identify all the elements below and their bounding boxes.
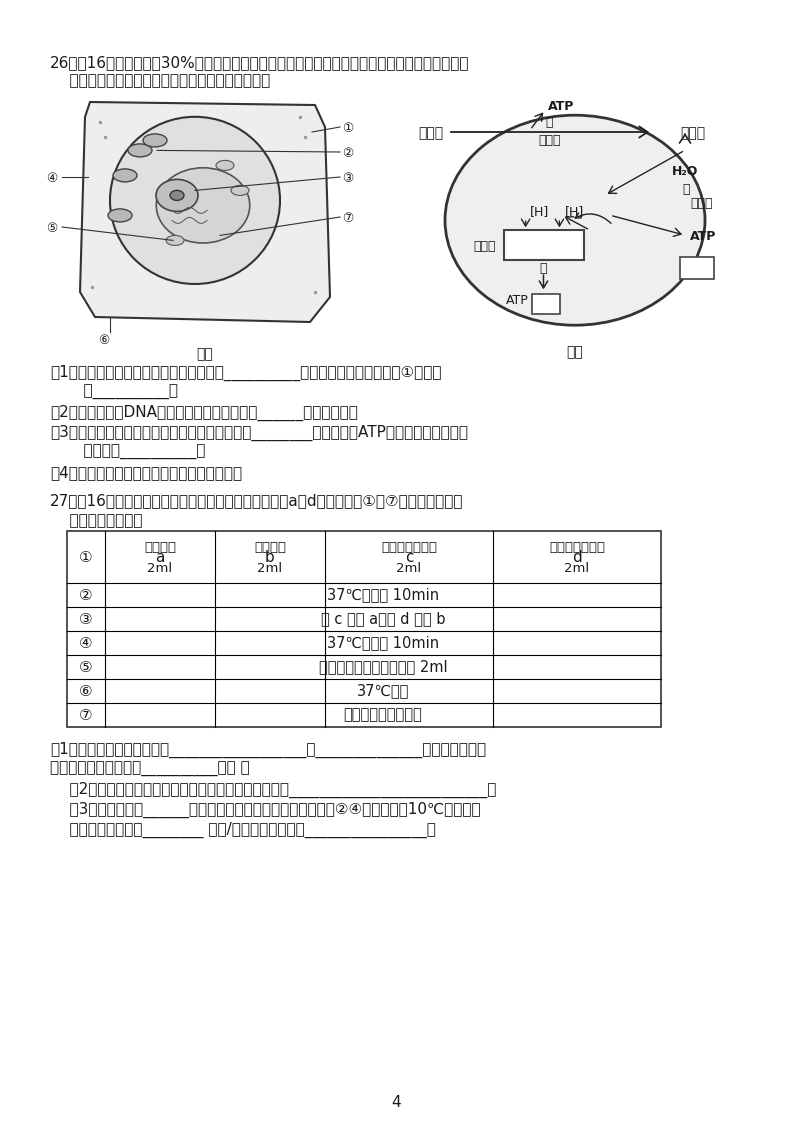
Text: ATP: ATP [505, 294, 528, 307]
Text: （1）图一示意的质壁分离现象与细胞膜和__________这两个膜结构密切相关；①处充满: （1）图一示意的质壁分离现象与细胞膜和__________这两个膜结构密切相关；… [50, 365, 442, 381]
Text: [H]: [H] [565, 205, 584, 218]
Ellipse shape [156, 168, 250, 243]
Text: 26．（16分）图一是在30%的蔗糖溶液中正发生质壁分离的细胞亚显微结构示意图，图二是该细: 26．（16分）图一是在30%的蔗糖溶液中正发生质壁分离的细胞亚显微结构示意图，… [50, 55, 469, 70]
Text: ⑦: ⑦ [342, 212, 353, 226]
Bar [504, 230, 584, 260]
Text: ⑤: ⑤ [46, 222, 57, 234]
Text: d: d [572, 550, 582, 564]
Text: ①: ① [342, 122, 353, 135]
Ellipse shape [113, 169, 137, 182]
Text: 葡萄糖: 葡萄糖 [418, 126, 443, 140]
Text: 唾液淀粉酶溶液: 唾液淀粉酶溶液 [549, 541, 605, 554]
Text: 观察并记录颜色变化: 观察并记录颜色变化 [343, 708, 423, 723]
Text: 胞发生的某种生理过程示意图。请回答下列问题：: 胞发生的某种生理过程示意图。请回答下列问题： [50, 73, 270, 88]
Bar [531, 294, 560, 314]
Text: b: b [265, 550, 275, 564]
Text: 酶: 酶 [682, 184, 689, 196]
Text: 淀粉溶液: 淀粉溶液 [144, 541, 176, 554]
Text: ②: ② [342, 147, 353, 160]
Text: 丙酮酸: 丙酮酸 [680, 126, 705, 140]
Text: （3）图二的（一）（二）（三）三个阶段中，第________阶段产生的ATP最多，该阶段发生在: （3）图二的（一）（二）（三）三个阶段中，第________阶段产生的ATP最多… [50, 425, 468, 441]
Text: （1）该实验目的是为了验证__________________，______________是自变量，唾液: （1）该实验目的是为了验证__________________，________… [50, 742, 486, 758]
Text: 酶: 酶 [539, 263, 547, 275]
Ellipse shape [110, 117, 280, 284]
Text: 2ml: 2ml [565, 562, 589, 574]
Text: （3）预期结果：______试管将出现砖红色沉淀。如果将步骤②④的温度改为10℃，则砖红: （3）预期结果：______试管将出现砖红色沉淀。如果将步骤②④的温度改为10℃… [50, 802, 481, 818]
Text: ⑤: ⑤ [79, 660, 93, 674]
Text: 2ml: 2ml [258, 562, 282, 574]
Text: 加入现配的斐林试剂溶液 2ml: 加入现配的斐林试剂溶液 2ml [319, 660, 447, 674]
Bar [67, 531, 661, 727]
Text: （4）请在图二的方框内填上合适的物质名称。: （4）请在图二的方框内填上合适的物质名称。 [50, 465, 242, 480]
Text: ATP: ATP [548, 100, 574, 113]
Text: 27．（16分）下表是某同学设计的有关酶的实验方案，a～d代表试管，①～⑦代表实验步骤。: 27．（16分）下表是某同学设计的有关酶的实验方案，a～d代表试管，①～⑦代表实… [50, 493, 463, 508]
Text: 酶: 酶 [545, 116, 553, 129]
Ellipse shape [128, 144, 152, 157]
Text: 37℃水浴: 37℃水浴 [357, 683, 409, 699]
Text: 图一: 图一 [197, 347, 213, 361]
Text: ③: ③ [342, 172, 353, 185]
Ellipse shape [445, 116, 705, 325]
Text: 淀粉酶溶液的用量属于__________变量 。: 淀粉酶溶液的用量属于__________变量 。 [50, 762, 250, 778]
Text: ⑥: ⑥ [98, 334, 109, 347]
Ellipse shape [108, 209, 132, 222]
Ellipse shape [166, 236, 184, 246]
Text: 4: 4 [391, 1095, 400, 1110]
Text: ①: ① [79, 550, 93, 564]
Text: 色沉淀的颜色会变________ （深/浅），直接原因是________________。: 色沉淀的颜色会变________ （深/浅），直接原因是____________… [50, 822, 436, 838]
Text: 了__________。: 了__________。 [64, 385, 178, 401]
Text: ④: ④ [46, 172, 57, 185]
Ellipse shape [156, 180, 198, 211]
Bar [680, 257, 714, 279]
Text: 2ml: 2ml [147, 562, 173, 574]
Text: ④: ④ [79, 635, 93, 651]
Text: c: c [404, 550, 413, 564]
Text: 2ml: 2ml [396, 562, 422, 574]
Text: （2）图一中含有DNA且能光合作用的细胞器是______（填序号）。: （2）图一中含有DNA且能光合作用的细胞器是______（填序号）。 [50, 405, 358, 421]
Text: 唾液淀粉酶溶液: 唾液淀粉酶溶液 [381, 541, 437, 554]
Text: ②: ② [79, 588, 93, 603]
Ellipse shape [170, 191, 184, 201]
Text: 37℃中水浴 10min: 37℃中水浴 10min [327, 635, 439, 651]
Text: 请回答下列问题：: 请回答下列问题： [50, 513, 143, 528]
Text: 37℃中水浴 10min: 37℃中水浴 10min [327, 588, 439, 603]
Text: （2）实验步骤中有一处错误，请指出（序号）并改正__________________________。: （2）实验步骤中有一处错误，请指出（序号）并改正________________… [50, 782, 496, 798]
Text: 将 c 倒入 a，将 d 倒入 b: 将 c 倒入 a，将 d 倒入 b [320, 611, 445, 626]
Text: H₂O: H₂O [672, 165, 699, 178]
Ellipse shape [216, 160, 234, 171]
Ellipse shape [231, 185, 249, 195]
Text: 线粒体的__________。: 线粒体的__________。 [64, 445, 205, 460]
Text: （三）: （三） [473, 240, 496, 254]
Text: ATP: ATP [690, 230, 716, 243]
Text: ⑥: ⑥ [79, 683, 93, 699]
Text: [H]: [H] [530, 205, 549, 218]
Text: ⑦: ⑦ [79, 708, 93, 723]
Text: a: a [155, 550, 165, 564]
Ellipse shape [143, 134, 167, 147]
Text: ③: ③ [79, 611, 93, 626]
PathPatch shape [80, 102, 330, 322]
Text: （二）: （二） [690, 197, 712, 211]
Text: 蔗糖溶液: 蔗糖溶液 [254, 541, 286, 554]
Text: 图二: 图二 [567, 346, 584, 359]
Text: （一）: （一） [538, 134, 561, 147]
